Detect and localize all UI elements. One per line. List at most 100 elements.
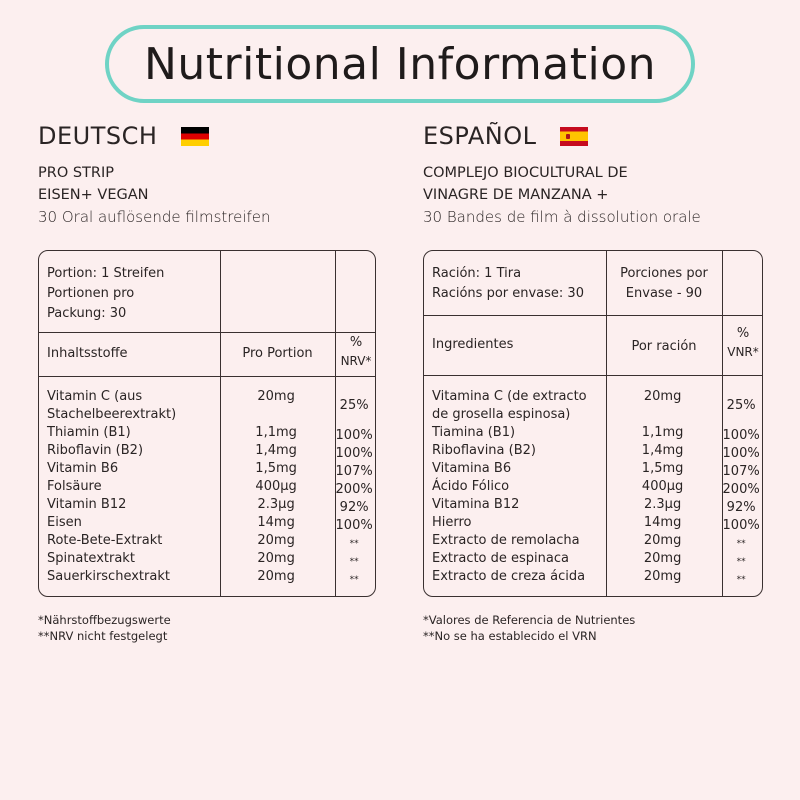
ingredient-percent: 200% — [722, 482, 760, 497]
ingredient-name: Riboflavin (B2) — [47, 443, 144, 458]
table-row: Extracto de creza ácida 20mg ** — [424, 568, 762, 586]
nutrition-table-espanol: Ración: 1 Tira Racións por envase: 30 Po… — [423, 250, 763, 597]
deutsch-section: DEUTSCH PRO STRIP EISEN+ VEGAN 30 Oral a… — [38, 120, 383, 228]
header-percent: % VNR* — [727, 326, 759, 359]
germany-flag-icon — [181, 126, 210, 146]
ingredient-amount: 20mg — [643, 569, 682, 584]
product-name-line: PRO STRIP — [38, 165, 114, 181]
ingredient-percent: 100% — [335, 446, 373, 461]
ingredient-name: Rote-Bete-Extrakt — [47, 533, 163, 548]
ingredient-name: Sauerkirschextrakt — [47, 569, 170, 584]
ingredient-name: Spinatextrakt — [47, 551, 135, 566]
ingredient-percent: 200% — [335, 482, 373, 497]
ingredient-percent: 107% — [722, 464, 760, 479]
table-row: Vitamina B12 2.3µg 92% — [424, 496, 762, 514]
serving-info: Ración: 1 Tira Racións por envase: 30 — [432, 266, 584, 301]
ingredient-amount: 20mg — [643, 551, 682, 566]
product-subtitle: 30 Oral auflösende filmstreifen — [38, 208, 271, 226]
ingredient-amount: 20mg — [257, 533, 295, 548]
header-amount: Por ración — [631, 339, 697, 354]
table-row: Ácido Fólico 400µg 200% — [424, 478, 762, 496]
ingredient-amount: 1,4mg — [255, 443, 297, 458]
ingredient-amount: 1,5mg — [255, 461, 297, 476]
ingredient-percent: 25% — [339, 398, 369, 413]
language-heading: ESPAÑOL — [423, 122, 537, 150]
ingredient-percent: ** — [736, 557, 746, 567]
ingredient-amount: 400µg — [255, 479, 297, 494]
header-amount: Pro Portion — [242, 346, 313, 361]
ingredient-amount: 14mg — [257, 515, 295, 530]
ingredient-name: Extracto de creza ácida — [432, 569, 586, 584]
table-row: Sauerkirschextrakt 20mg ** — [39, 568, 375, 586]
espanol-section: ESPAÑOL COMPLEJO BIOCULTURAL DE VINAGRE … — [423, 120, 768, 228]
table-row: Eisen 14mg 100% — [39, 514, 375, 532]
table-row: Tiamina (B1) 1,1mg 100% — [424, 424, 762, 442]
nutrition-table-deutsch: Portion: 1 Streifen Portionen pro Packun… — [38, 250, 376, 597]
ingredient-name: Vitamina C (de extracto de grosella espin… — [432, 389, 587, 422]
ingredient-percent: 100% — [335, 518, 373, 533]
ingredient-amount: 1,1mg — [641, 425, 684, 440]
ingredient-amount: 2.3µg — [257, 497, 295, 512]
ingredient-percent: ** — [349, 539, 359, 549]
ingredient-name: Vitamina B6 — [432, 461, 512, 476]
title-banner: Nutritional Information — [105, 25, 695, 103]
ingredient-name: Thiamin (B1) — [47, 425, 131, 440]
header-ingredient: Inhaltsstoffe — [47, 346, 128, 361]
ingredient-percent: 25% — [726, 398, 756, 413]
ingredient-percent: 107% — [335, 464, 373, 479]
ingredient-name: Eisen — [47, 515, 82, 530]
ingredient-percent: 100% — [722, 518, 760, 533]
footnotes-deutsch: *Nährstoffbezugswerte **NRV nicht festge… — [38, 613, 171, 643]
ingredient-name: Ácido Fólico — [432, 479, 510, 494]
servings-per-container: Porciones por Envase - 90 — [620, 266, 708, 301]
ingredient-percent: ** — [736, 539, 746, 549]
spain-flag-icon — [560, 126, 589, 146]
ingredient-name: Tiamina (B1) — [432, 425, 516, 440]
table-row: Vitamin B6 1,5mg 107% — [39, 460, 375, 478]
ingredient-amount: 20mg — [257, 389, 295, 404]
ingredient-amount: 20mg — [643, 389, 682, 404]
ingredient-name: Extracto de espinaca — [432, 551, 569, 566]
ingredient-amount: 1,5mg — [641, 461, 684, 476]
ingredient-amount: 20mg — [257, 551, 295, 566]
footnotes-espanol: *Valores de Referencia de Nutrientes **N… — [423, 613, 636, 643]
ingredient-percent: ** — [349, 557, 359, 567]
ingredient-name: Vitamina B12 — [432, 497, 520, 512]
ingredient-name: Vitamin B6 — [47, 461, 119, 476]
language-heading: DEUTSCH — [38, 122, 158, 150]
ingredient-amount: 20mg — [257, 569, 295, 584]
table-row: Folsäure 400µg 200% — [39, 478, 375, 496]
table-row: Thiamin (B1) 1,1mg 100% — [39, 424, 375, 442]
ingredient-name: Extracto de remolacha — [432, 533, 580, 548]
ingredient-name: Vitamin B12 — [47, 497, 127, 512]
table-row: Vitamin C (aus Stachelbeerextrakt) 20mg 25% — [39, 388, 375, 424]
header-percent: % NRV* — [340, 335, 372, 368]
product-name-line: VINAGRE DE MANZANA + — [423, 187, 609, 203]
ingredient-amount: 2.3µg — [644, 497, 682, 512]
ingredient-name: Hierro — [432, 515, 472, 530]
ingredient-percent: 100% — [722, 446, 760, 461]
ingredient-amount: 400µg — [641, 479, 684, 494]
table-row: Rote-Bete-Extrakt 20mg ** — [39, 532, 375, 550]
table-row: Vitamin B12 2.3µg 92% — [39, 496, 375, 514]
table-row: Extracto de remolacha 20mg ** — [424, 532, 762, 550]
ingredient-percent: 92% — [339, 500, 369, 515]
ingredient-percent: 100% — [722, 428, 760, 443]
table-row: Hierro 14mg 100% — [424, 514, 762, 532]
table-row: Riboflavina (B2) 1,4mg 100% — [424, 442, 762, 460]
table-row: Spinatextrakt 20mg ** — [39, 550, 375, 568]
page-title: Nutritional Information — [143, 38, 657, 90]
ingredient-name: Folsäure — [47, 479, 102, 494]
table-row: Extracto de espinaca 20mg ** — [424, 550, 762, 568]
product-name-line: EISEN+ VEGAN — [38, 187, 149, 203]
ingredient-amount: 1,1mg — [255, 425, 297, 440]
ingredient-percent: 100% — [335, 428, 373, 443]
table-row: Vitamina C (de extracto de grosella espin… — [424, 388, 762, 424]
serving-info: Portion: 1 Streifen Portionen pro Packun… — [47, 266, 165, 321]
ingredient-amount: 1,4mg — [641, 443, 684, 458]
ingredient-percent: ** — [349, 575, 359, 585]
ingredient-percent: ** — [736, 575, 746, 585]
table-row: Riboflavin (B2) 1,4mg 100% — [39, 442, 375, 460]
ingredient-amount: 14mg — [643, 515, 682, 530]
product-subtitle: 30 Bandes de film à dissolution orale — [423, 208, 701, 226]
